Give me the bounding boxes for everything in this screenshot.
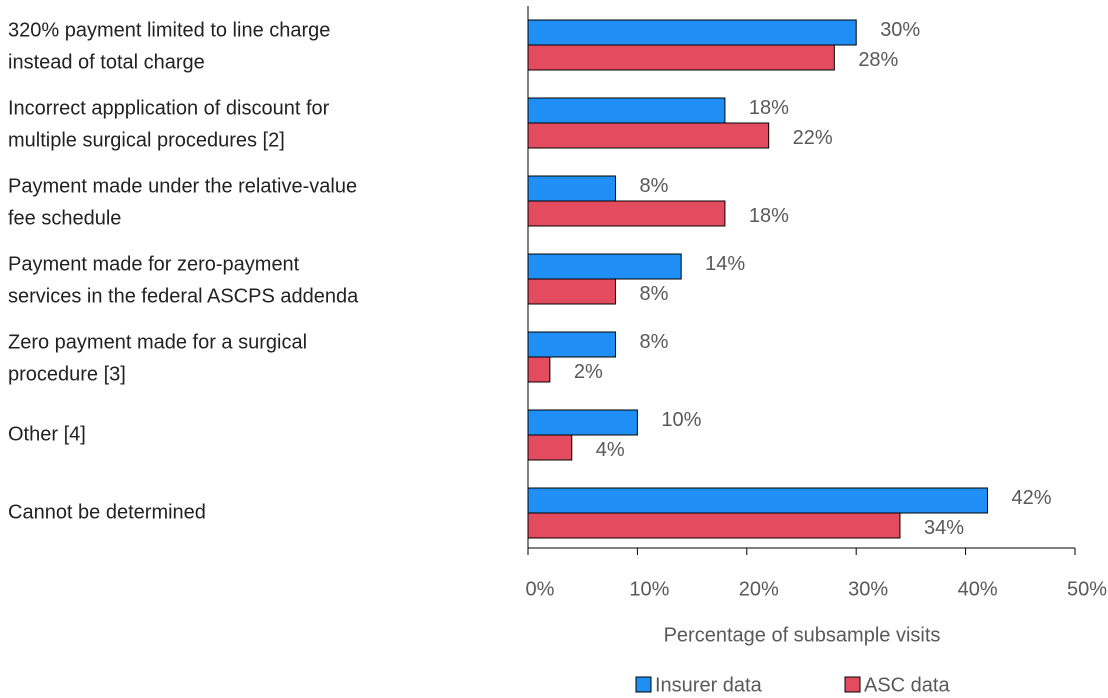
- value-label: 28%: [858, 49, 898, 71]
- bar: [527, 487, 988, 514]
- category-label: fee schedule: [8, 207, 121, 229]
- bar: [527, 44, 835, 71]
- legend-label: Insurer data: [655, 674, 763, 696]
- x-tick-label: 40%: [958, 578, 998, 600]
- legend-swatch: [635, 676, 652, 693]
- category-label: Zero payment made for a surgical: [8, 331, 307, 353]
- bar: [527, 278, 617, 305]
- category-label: services in the federal ASCPS addenda: [8, 285, 359, 307]
- value-label: 2%: [574, 361, 603, 383]
- category-label: Incorrect appplication of discount for: [8, 97, 330, 119]
- value-label: 30%: [880, 19, 920, 41]
- bar: [527, 434, 573, 461]
- value-label: 42%: [1011, 487, 1051, 509]
- value-label: 10%: [661, 409, 701, 431]
- category-label: Payment made for zero-payment: [8, 253, 300, 275]
- legend-label: ASC data: [864, 674, 950, 696]
- x-tick-label: 50%: [1067, 578, 1107, 600]
- legend-swatch: [844, 676, 861, 693]
- bar: [527, 97, 726, 124]
- value-label: 34%: [924, 517, 964, 539]
- x-tick-label: 30%: [848, 578, 888, 600]
- value-label: 18%: [749, 205, 789, 227]
- value-label: 22%: [793, 127, 833, 149]
- value-label: 4%: [596, 439, 625, 461]
- x-tick-label: 0%: [526, 578, 555, 600]
- category-label: Cannot be determined: [8, 501, 206, 523]
- bar: [527, 200, 726, 227]
- value-label: 8%: [640, 283, 669, 305]
- value-label: 18%: [749, 97, 789, 119]
- bar: [527, 253, 682, 280]
- bar: [527, 356, 551, 383]
- bar: [527, 122, 770, 149]
- category-label: multiple surgical procedures [2]: [8, 129, 285, 151]
- value-label: 14%: [705, 253, 745, 275]
- bar: [527, 175, 617, 202]
- bar: [527, 409, 638, 436]
- bar: [527, 512, 901, 539]
- category-label: instead of total charge: [8, 51, 205, 73]
- bar: [527, 331, 617, 358]
- value-label: 8%: [640, 331, 669, 353]
- category-label: Payment made under the relative-value: [8, 175, 357, 197]
- x-axis-title: Percentage of subsample visits: [664, 624, 941, 646]
- category-label: Other [4]: [8, 423, 86, 445]
- x-tick-label: 10%: [629, 578, 669, 600]
- category-label: 320% payment limited to line charge: [8, 19, 330, 41]
- value-label: 8%: [640, 175, 669, 197]
- bar: [527, 19, 857, 46]
- category-label: procedure [3]: [8, 363, 126, 385]
- x-tick-label: 20%: [739, 578, 779, 600]
